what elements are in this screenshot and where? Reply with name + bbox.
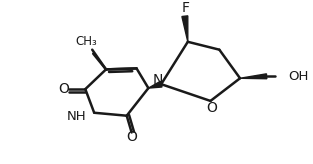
Text: CH₃: CH₃ xyxy=(75,35,97,48)
Polygon shape xyxy=(182,16,188,42)
Text: O: O xyxy=(126,130,137,144)
Text: NH: NH xyxy=(67,110,86,123)
Polygon shape xyxy=(240,74,267,79)
Text: O: O xyxy=(206,101,217,115)
Text: O: O xyxy=(58,82,69,96)
Polygon shape xyxy=(148,81,162,88)
Text: OH: OH xyxy=(288,70,309,83)
Text: N: N xyxy=(152,73,163,87)
Text: F: F xyxy=(182,1,190,15)
